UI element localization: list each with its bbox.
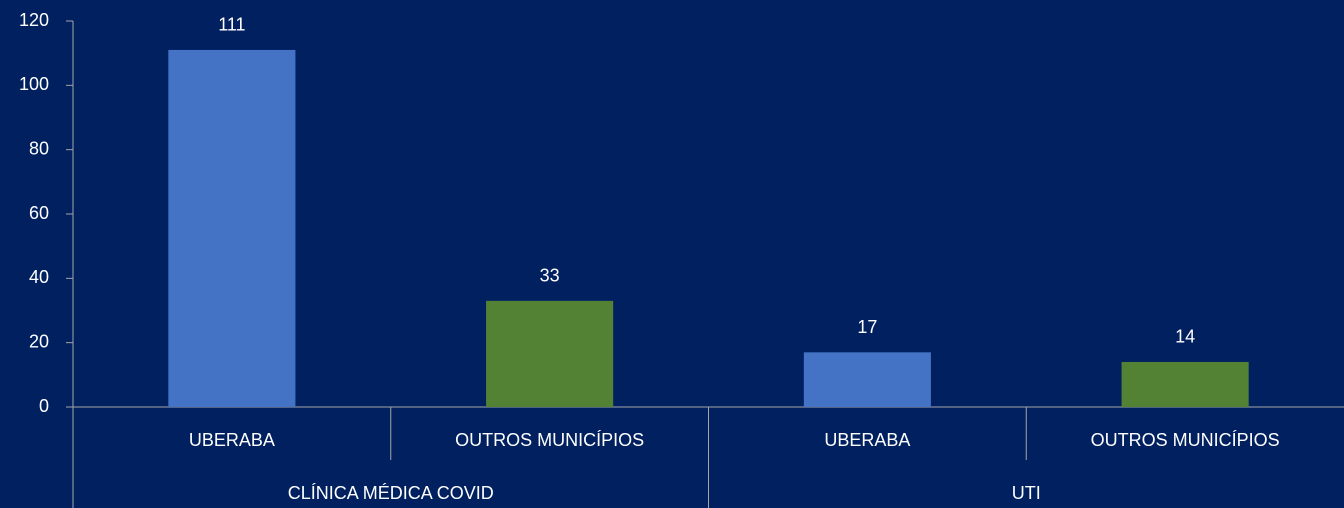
x-tick-label: UBERABA (189, 430, 275, 450)
data-label: 14 (1175, 327, 1195, 347)
group-label: CLÍNICA MÉDICA COVID (288, 483, 494, 503)
y-tick-label: 20 (29, 331, 49, 351)
bar (1121, 361, 1249, 407)
x-tick-label: OUTROS MUNICÍPIOS (455, 430, 644, 450)
data-label: 33 (540, 266, 560, 286)
x-tick-label: UBERABA (824, 430, 910, 450)
y-tick-label: 60 (29, 203, 49, 223)
data-label: 111 (218, 15, 245, 35)
group-label: UTI (1012, 483, 1041, 503)
y-tick-label: 40 (29, 267, 49, 287)
bar (486, 300, 614, 407)
bar (803, 352, 931, 407)
y-tick-label: 80 (29, 138, 49, 158)
y-tick-label: 100 (19, 74, 49, 94)
bar (168, 49, 296, 407)
y-tick-label: 120 (19, 10, 49, 30)
y-tick-label: 0 (39, 396, 49, 416)
x-tick-label: OUTROS MUNICÍPIOS (1091, 430, 1280, 450)
data-label: 17 (857, 317, 877, 337)
